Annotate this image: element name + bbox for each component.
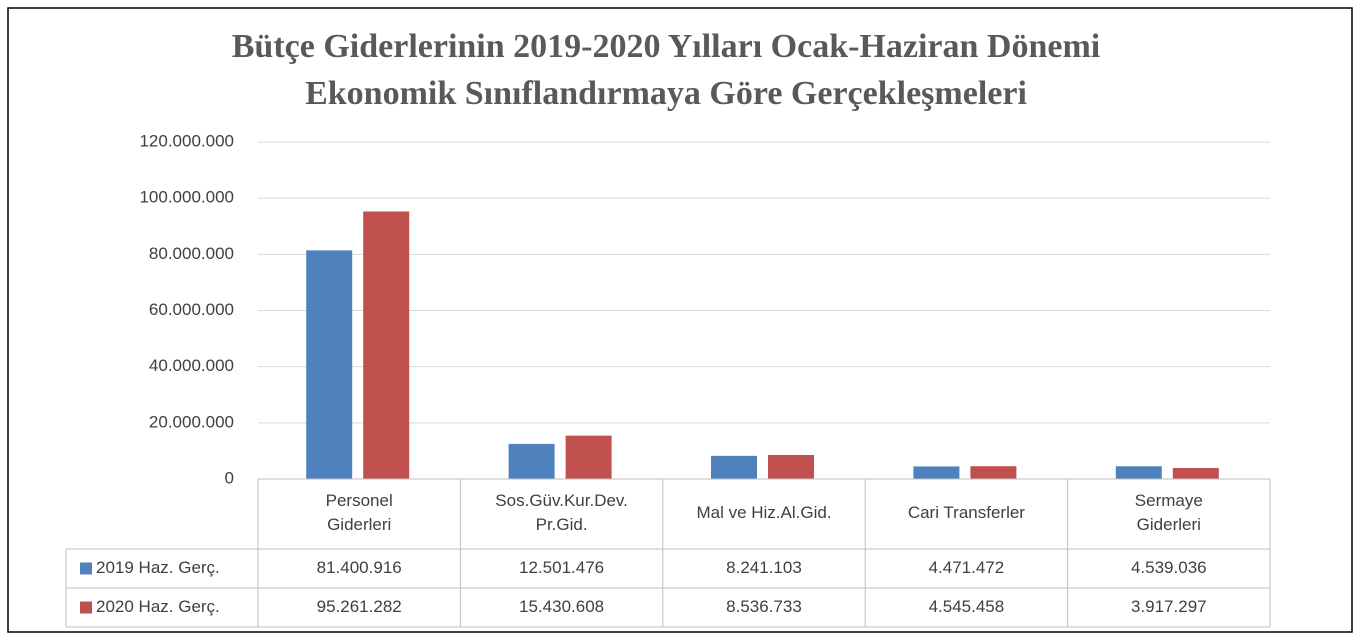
value-label: 95.261.282 <box>317 597 402 616</box>
chart-border <box>7 7 1353 633</box>
value-label: 4.471.472 <box>929 558 1005 577</box>
bar <box>1115 466 1162 479</box>
y-tick-label: 40.000.000 <box>149 356 234 375</box>
x-tick-label: Sermaye Giderleri <box>1135 491 1203 534</box>
chart-title: Bütçe Giderlerinin 2019-2020 Yılları Oca… <box>232 28 1100 65</box>
value-label: 81.400.916 <box>317 558 402 577</box>
chart-subtitle: Ekonomik Sınıflandırmaya Göre Gerçekleşm… <box>305 75 1027 112</box>
bar <box>970 466 1017 479</box>
y-tick-label: 80.000.000 <box>149 244 234 263</box>
legend-swatch <box>80 562 92 575</box>
bar <box>565 435 612 479</box>
y-tick-label: 60.000.000 <box>149 300 234 319</box>
legend-label: 2019 Haz. Gerç. <box>96 558 220 577</box>
x-tick-label: Personel Giderleri <box>326 491 393 534</box>
legend-label: 2020 Haz. Gerç. <box>96 597 220 616</box>
bar <box>508 443 555 479</box>
bar <box>1172 467 1219 479</box>
value-label: 4.545.458 <box>929 597 1005 616</box>
bar <box>768 455 814 479</box>
bar <box>913 466 960 479</box>
value-label: 8.241.103 <box>726 558 802 577</box>
value-label: 8.536.733 <box>726 597 802 616</box>
x-tick-label: Sos.Güv.Kur.Dev. Pr.Gid. <box>495 491 628 534</box>
x-tick-label: Cari Transferler <box>908 503 1025 522</box>
y-tick-label: 0 <box>225 468 234 487</box>
x-tick-label: Mal ve Hiz.Al.Gid. <box>696 503 831 522</box>
bar <box>711 455 757 479</box>
value-label: 3.917.297 <box>1131 597 1207 616</box>
value-label: 4.539.036 <box>1131 558 1207 577</box>
value-label: 12.501.476 <box>519 558 604 577</box>
y-tick-label: 100.000.000 <box>139 188 234 207</box>
value-label: 15.430.608 <box>519 597 604 616</box>
bar <box>306 250 353 479</box>
y-tick-label: 120.000.000 <box>139 131 234 150</box>
y-tick-label: 20.000.000 <box>149 412 234 431</box>
legend-swatch <box>80 601 92 614</box>
bar <box>363 211 410 480</box>
